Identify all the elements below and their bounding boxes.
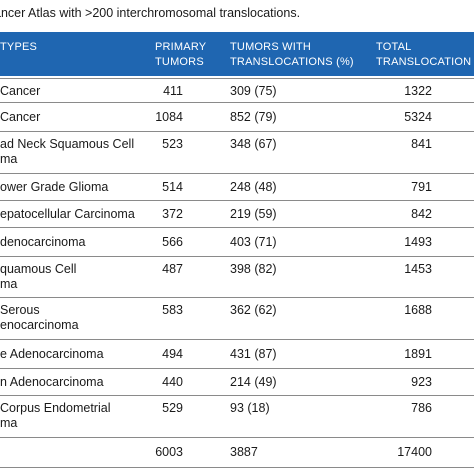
tumors-with-translocations: 852 (79) xyxy=(230,110,277,124)
tumors-with-translocations: 214 (49) xyxy=(230,375,277,389)
total-translocations: 1493 xyxy=(404,235,432,249)
primary-tumors: 566 xyxy=(162,235,183,249)
header-primary-line2: TUMORS xyxy=(155,56,204,68)
tumors-with-translocations: 348 (67) xyxy=(230,137,277,151)
tumors-with-translocations: 398 (82) xyxy=(230,262,277,276)
totals-translocations: 3887 xyxy=(230,445,258,459)
tumors-with-translocations: 431 (87) xyxy=(230,347,277,361)
primary-tumors: 514 xyxy=(162,180,183,194)
table-row: epatocellular Carcinoma 372 219 (59) 842 xyxy=(0,200,474,228)
cancer-type: Serous xyxy=(0,303,40,317)
table-caption: ancer Atlas with >200 interchromosomal t… xyxy=(0,6,301,20)
header-total-line2: TRANSLOCATION xyxy=(376,56,472,68)
tumors-with-translocations: 248 (48) xyxy=(230,180,277,194)
cancer-type: enocarcinoma xyxy=(0,318,79,332)
cancer-type: ma xyxy=(0,277,18,291)
table-row: Corpus Endometrial ma 529 93 (18) 786 xyxy=(0,395,474,438)
table-row: ower Grade Glioma 514 248 (48) 791 xyxy=(0,173,474,201)
cancer-type: Cancer xyxy=(0,110,41,124)
cancer-type: Corpus Endometrial xyxy=(0,401,111,415)
header-translocations-line2: TRANSLOCATIONS (%) xyxy=(230,56,354,68)
total-translocations: 791 xyxy=(411,180,432,194)
tumors-with-translocations: 93 (18) xyxy=(230,401,270,415)
primary-tumors: 411 xyxy=(163,84,183,98)
total-translocations: 5324 xyxy=(404,110,432,124)
cancer-type: epatocellular Carcinoma xyxy=(0,207,135,221)
header-translocations-line1: TUMORS WITH xyxy=(230,41,312,53)
total-translocations: 841 xyxy=(411,137,432,151)
cancer-type: n Adenocarcinoma xyxy=(0,375,104,389)
cancer-type: denocarcinoma xyxy=(0,235,86,249)
total-translocations: 923 xyxy=(411,375,432,389)
tumors-with-translocations: 403 (71) xyxy=(230,235,277,249)
total-translocations: 1688 xyxy=(404,303,432,317)
primary-tumors: 440 xyxy=(162,375,183,389)
total-translocations: 1453 xyxy=(404,262,432,276)
cancer-type: ma xyxy=(0,152,18,166)
table-row: ad Neck Squamous Cell ma 523 348 (67) 841 xyxy=(0,131,474,174)
header-types: TYPES xyxy=(0,41,38,53)
cancer-type: e Adenocarcinoma xyxy=(0,347,104,361)
primary-tumors: 1084 xyxy=(155,110,183,124)
cancer-type: Cancer xyxy=(0,84,41,98)
table-row: Cancer 411 309 (75) 1322 xyxy=(0,78,474,103)
table-row: n Adenocarcinoma 440 214 (49) 923 xyxy=(0,368,474,396)
table-row: e Adenocarcinoma 494 431 (87) 1891 xyxy=(0,339,474,369)
table-row: quamous Cell ma 487 398 (82) 1453 xyxy=(0,256,474,298)
tumors-with-translocations: 362 (62) xyxy=(230,303,277,317)
table-bottom-rule xyxy=(0,467,474,468)
total-translocations: 786 xyxy=(411,401,432,415)
tumors-with-translocations: 309 (75) xyxy=(230,84,277,98)
header-primary-line1: PRIMARY xyxy=(155,41,207,53)
table-header: TYPES PRIMARY TUMORS TUMORS WITH TRANSLO… xyxy=(0,32,474,76)
cancer-type: ma xyxy=(0,416,18,430)
cancer-type: quamous Cell xyxy=(0,262,77,276)
table-row: Cancer 1084 852 (79) 5324 xyxy=(0,102,474,132)
totals-primary: 6003 xyxy=(155,445,183,459)
primary-tumors: 372 xyxy=(162,207,183,221)
total-translocations: 1322 xyxy=(404,84,432,98)
total-translocations: 1891 xyxy=(404,347,432,361)
primary-tumors: 494 xyxy=(162,347,183,361)
table-row: denocarcinoma 566 403 (71) 1493 xyxy=(0,227,474,257)
cancer-type: ower Grade Glioma xyxy=(0,180,109,194)
totals-total: 17400 xyxy=(397,445,432,459)
table-row: Serous enocarcinoma 583 362 (62) 1688 xyxy=(0,297,474,340)
primary-tumors: 523 xyxy=(162,137,183,151)
cancer-type: ad Neck Squamous Cell xyxy=(0,137,135,151)
header-total-line1: TOTAL xyxy=(376,41,412,53)
total-translocations: 842 xyxy=(411,207,432,221)
tumors-with-translocations: 219 (59) xyxy=(230,207,277,221)
primary-tumors: 583 xyxy=(162,303,183,317)
primary-tumors: 529 xyxy=(162,401,183,415)
table-row-totals: 6003 3887 17400 xyxy=(0,437,474,468)
primary-tumors: 487 xyxy=(162,262,183,276)
